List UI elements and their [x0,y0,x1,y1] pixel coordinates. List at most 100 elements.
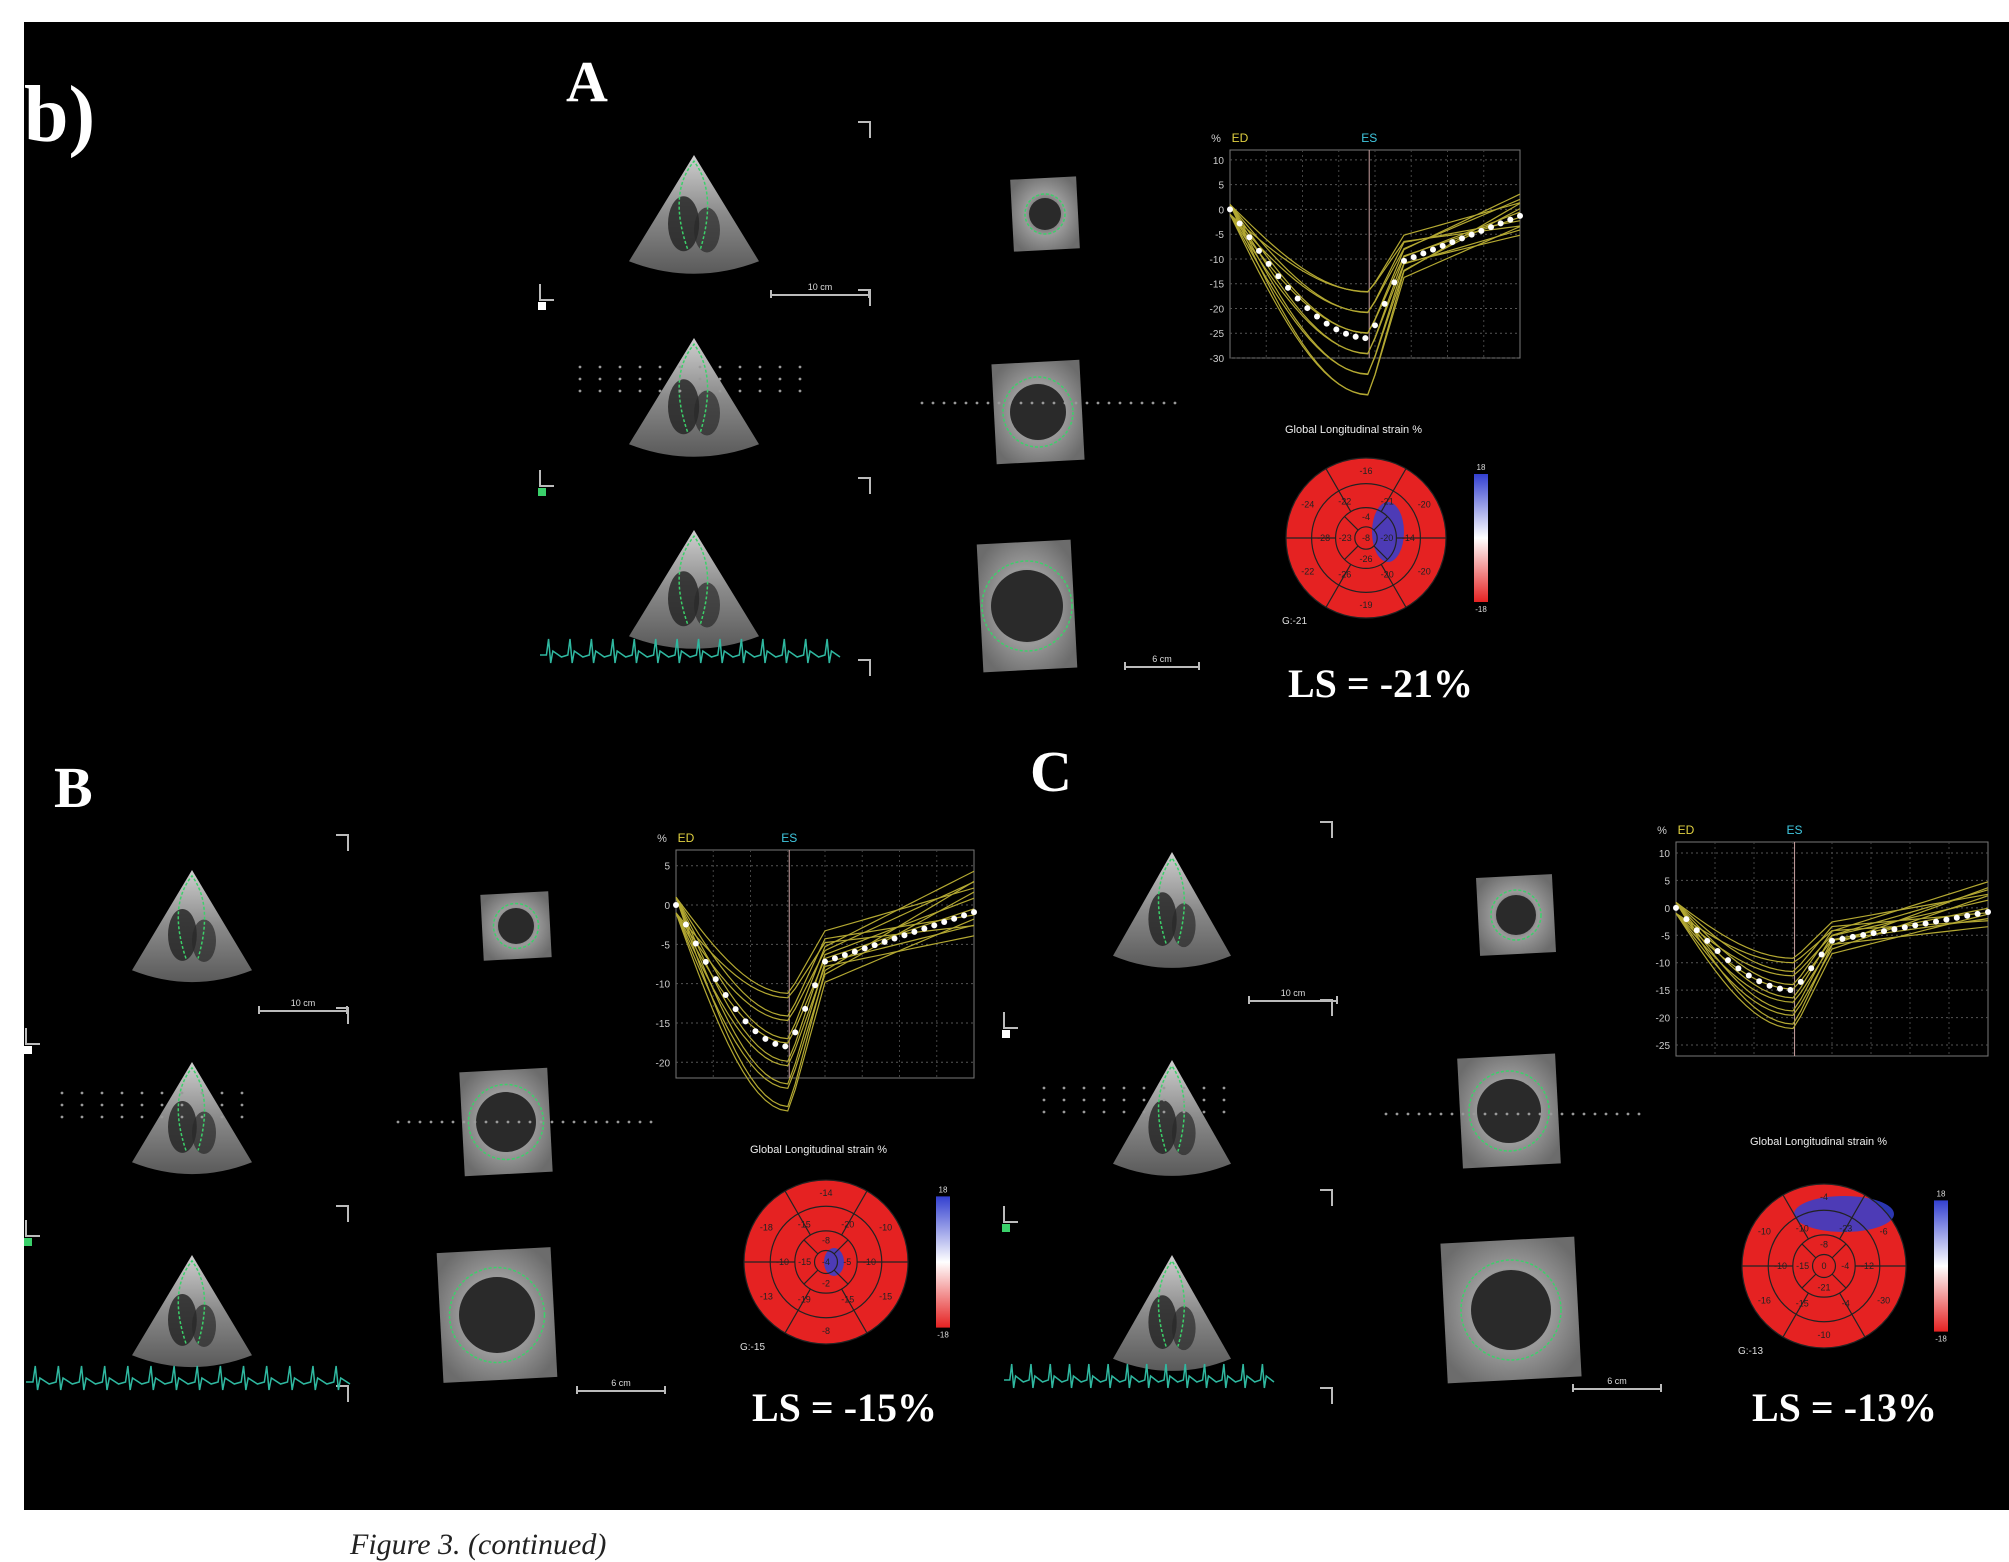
average-point [742,1018,749,1025]
average-point [1236,220,1243,227]
average-point [1933,918,1939,925]
segment-curve [1675,893,1989,959]
colorbar-min: -18 [1475,605,1487,614]
segment-value: -24 [1301,499,1314,509]
average-point [1304,305,1311,312]
short-axis-view-a-2 [991,359,1085,465]
scale-bar-sax-b: 6 cm [576,1378,666,1394]
segment-curve [1675,881,1989,986]
segment-value: -16 [1359,466,1372,476]
average-point [1488,224,1494,231]
average-point [1459,235,1465,242]
segment-curve [1675,887,1989,1025]
segment-value: -23 [1839,1223,1852,1233]
segment-value: -2 [822,1278,830,1288]
bullseye-title-a: Global Longitudinal strain % [1285,424,1422,436]
colorbar-min: -18 [1935,1335,1947,1344]
segment-curve [1675,913,1989,1030]
short-axis-view-c-1 [1476,874,1556,956]
segment-value: -16 [1758,1295,1771,1305]
strain-colorbar [936,1196,950,1328]
ls-value-a: LS = -21% [1288,661,1474,706]
segment-value: -4 [1362,512,1370,522]
colorbar-min: -18 [937,1331,949,1340]
average-point [1849,933,1856,940]
average-point [911,928,918,935]
average-point [1756,978,1763,985]
ed-marker-label: ED [678,831,695,845]
es-marker-label: ES [1787,823,1803,837]
average-point [1683,916,1690,923]
apical-view-a-3 [629,530,759,649]
frame-brackets-a [858,121,871,676]
average-point [1352,333,1359,340]
y-tick-label: -15 [1210,280,1225,291]
short-axis-view-c-2 [1457,1053,1561,1169]
bullseye-title-b: Global Longitudinal strain % [750,1144,887,1156]
segment-curve [675,891,975,1090]
ecg-trace-a [540,638,841,664]
y-tick-label: 5 [664,862,670,873]
segment-value: -13 [760,1291,773,1301]
segment-value: -22 [1338,496,1351,506]
average-point [822,958,828,965]
average-point [1808,965,1815,972]
average-point [772,1040,779,1047]
y-tick-label: -15 [656,1019,671,1030]
average-point [1725,957,1731,964]
average-point [1922,920,1929,927]
es-marker-label: ES [1361,131,1377,145]
figure-panel [24,22,2009,1510]
average-point [1839,935,1846,942]
average-point [1507,216,1514,223]
y-tick-label: 5 [1664,876,1670,887]
average-point [1323,320,1330,327]
segment-value: -4 [1841,1261,1849,1271]
segment-value: -6 [1880,1227,1888,1237]
average-point [1735,965,1742,972]
average-point [831,955,838,962]
figure-caption: Figure 3. (continued) [350,1528,607,1561]
average-point [1343,330,1349,337]
average-point [1256,247,1262,254]
strain-chart-b: 5 0 -5 -10 -15 -20% ED ES [656,831,977,1112]
y-axis-unit: % [657,833,667,845]
short-axis-view-a-3 [976,539,1078,673]
segment-value: -15 [1796,1261,1809,1271]
frame-brackets-c [1320,821,1333,1404]
segment-curve [1229,202,1521,396]
average-point [1294,295,1301,302]
segment-value: -20 [1418,567,1431,577]
average-point [871,942,878,949]
segment-curve [675,887,975,995]
average-point [1439,242,1446,249]
average-point [1829,937,1835,944]
dot-grid-b [60,1091,244,1119]
average-point [1964,912,1971,919]
average-point [1468,231,1475,238]
average-point [1912,922,1919,929]
average-point [861,945,868,952]
y-tick-label: 0 [664,901,670,912]
bullseye-a: -16 -20 -20 -19 -22 -24 -21 -14 -20 -26 -28 -22 -4 -2… [1282,457,1488,627]
colorbar-max: 18 [939,1185,948,1194]
segment-value: -4 [1820,1192,1828,1202]
y-tick-label: -20 [656,1058,671,1069]
segment-value: -28 [1317,533,1330,543]
segment-curve [1229,204,1521,314]
average-point [1881,928,1887,935]
ecg-trace-b [26,1365,351,1391]
y-tick-label: -10 [1656,959,1671,970]
ecg-trace-c [1004,1363,1275,1389]
global-strain-label: G:-15 [740,1342,765,1353]
segment-curve [1675,895,1989,1017]
average-point [1401,257,1407,264]
ed-marker-label: ED [1678,823,1695,837]
ed-marker-label: ED [1232,131,1249,145]
average-point [1985,908,1991,915]
average-point [1430,246,1436,253]
average-point [901,932,908,939]
panel-label-c: C [1030,739,1072,804]
segment-value: -20 [1380,533,1393,543]
average-point [782,1043,789,1050]
